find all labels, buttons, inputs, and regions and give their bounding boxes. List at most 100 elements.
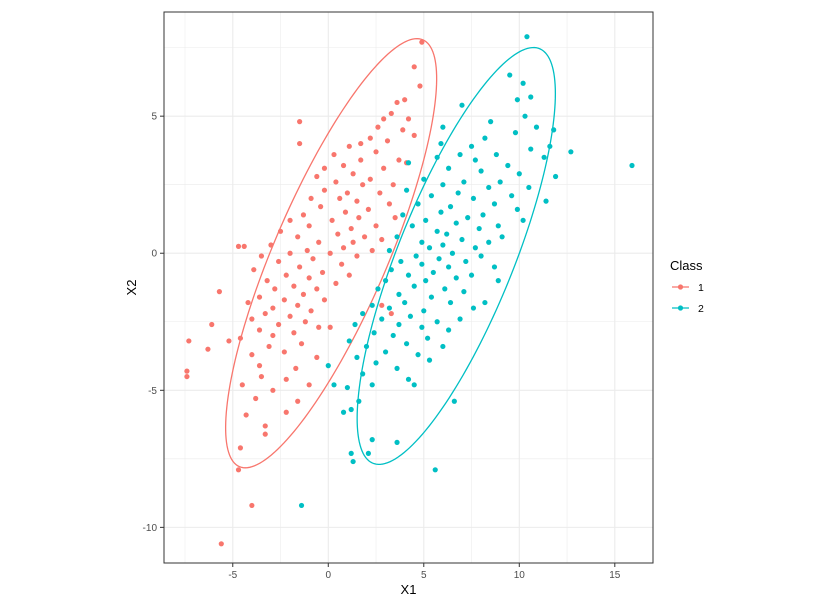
point-class-2 (379, 316, 385, 322)
point-class-1 (373, 149, 379, 155)
point-class-2 (568, 149, 574, 155)
point-class-1 (235, 467, 242, 473)
point-class-1 (258, 373, 265, 380)
point-class-2 (396, 321, 402, 328)
point-class-2 (440, 182, 446, 188)
point-class-2 (340, 409, 347, 415)
point-class-1 (356, 215, 362, 221)
point-class-2 (453, 275, 459, 281)
point-class-2 (491, 264, 498, 270)
point-class-2 (446, 165, 452, 171)
point-class-1 (272, 286, 278, 292)
point-class-2 (390, 332, 396, 339)
point-class-1 (350, 239, 356, 245)
point-class-1 (216, 289, 222, 295)
point-class-2 (547, 143, 553, 149)
point-class-1 (310, 256, 316, 262)
legend-key-point (677, 305, 684, 311)
point-class-2 (396, 291, 402, 297)
point-class-1 (327, 250, 333, 256)
point-class-2 (533, 124, 540, 130)
point-class-2 (446, 327, 452, 333)
point-class-2 (382, 278, 389, 284)
point-class-2 (497, 179, 503, 185)
point-class-1 (354, 198, 360, 204)
ellipses (224, 37, 557, 469)
point-class-2 (472, 157, 478, 163)
point-class-2 (405, 376, 412, 382)
point-class-2 (344, 384, 350, 391)
point-class-1 (283, 272, 289, 278)
point-class-2 (415, 352, 421, 358)
point-class-2 (457, 151, 463, 158)
point-class-1 (295, 302, 301, 308)
point-class-1 (287, 217, 293, 223)
point-class-1 (354, 253, 360, 259)
point-class-2 (386, 305, 392, 311)
point-class-2 (551, 127, 557, 133)
point-class-2 (495, 278, 501, 284)
legend-label: 1 (698, 282, 704, 294)
point-class-2 (522, 113, 528, 119)
point-class-1 (411, 132, 417, 138)
point-class-1 (300, 212, 307, 218)
point-class-1 (369, 247, 375, 254)
point-class-2 (394, 234, 400, 240)
point-class-1 (348, 225, 354, 232)
point-class-1 (321, 165, 328, 171)
point-class-2 (426, 357, 433, 363)
point-class-1 (331, 151, 337, 158)
point-class-2 (394, 365, 400, 371)
point-class-2 (528, 146, 534, 152)
point-class-2 (465, 215, 471, 221)
point-class-1 (209, 321, 215, 328)
point-class-1 (237, 335, 244, 341)
point-class-2 (447, 299, 454, 306)
point-class-1 (249, 316, 255, 322)
point-class-1 (262, 431, 268, 437)
point-class-1 (283, 376, 289, 382)
point-class-2 (442, 286, 448, 292)
point-class-2 (440, 343, 446, 350)
point-class-1 (270, 387, 276, 393)
point-class-2 (446, 264, 452, 270)
point-class-1 (205, 346, 211, 352)
point-class-2 (509, 193, 515, 199)
grid (164, 12, 653, 563)
point-class-2 (348, 450, 354, 456)
point-class-2 (298, 502, 305, 509)
point-class-1 (405, 116, 412, 122)
point-class-2 (470, 195, 477, 202)
point-class-2 (346, 338, 352, 344)
point-class-2 (354, 354, 360, 360)
point-class-2 (524, 34, 530, 40)
point-class-1 (361, 234, 368, 240)
point-class-2 (405, 160, 412, 166)
point-class-2 (495, 223, 501, 229)
point-class-1 (402, 97, 408, 103)
point-class-1 (186, 338, 192, 344)
point-class-1 (306, 382, 312, 388)
point-class-2 (447, 204, 454, 210)
point-class-1 (392, 215, 398, 221)
point-class-1 (262, 423, 268, 429)
point-class-2 (438, 209, 444, 215)
point-class-1 (287, 250, 293, 256)
legend-label: 2 (698, 303, 704, 315)
x-tick-label: 0 (325, 570, 331, 581)
point-class-2 (514, 206, 520, 212)
point-class-2 (505, 162, 511, 169)
point-class-1 (314, 354, 320, 360)
point-class-1 (283, 409, 289, 415)
point-class-1 (281, 297, 287, 303)
point-class-1 (337, 195, 343, 202)
point-class-1 (295, 234, 301, 240)
point-class-2 (499, 234, 505, 240)
point-class-2 (480, 212, 486, 218)
point-class-1 (266, 343, 272, 350)
point-class-2 (386, 247, 392, 254)
point-class-1 (270, 305, 276, 311)
point-class-1 (297, 264, 303, 270)
x-tick-label: 15 (609, 570, 621, 581)
y-axis-title: X2 (124, 280, 139, 296)
